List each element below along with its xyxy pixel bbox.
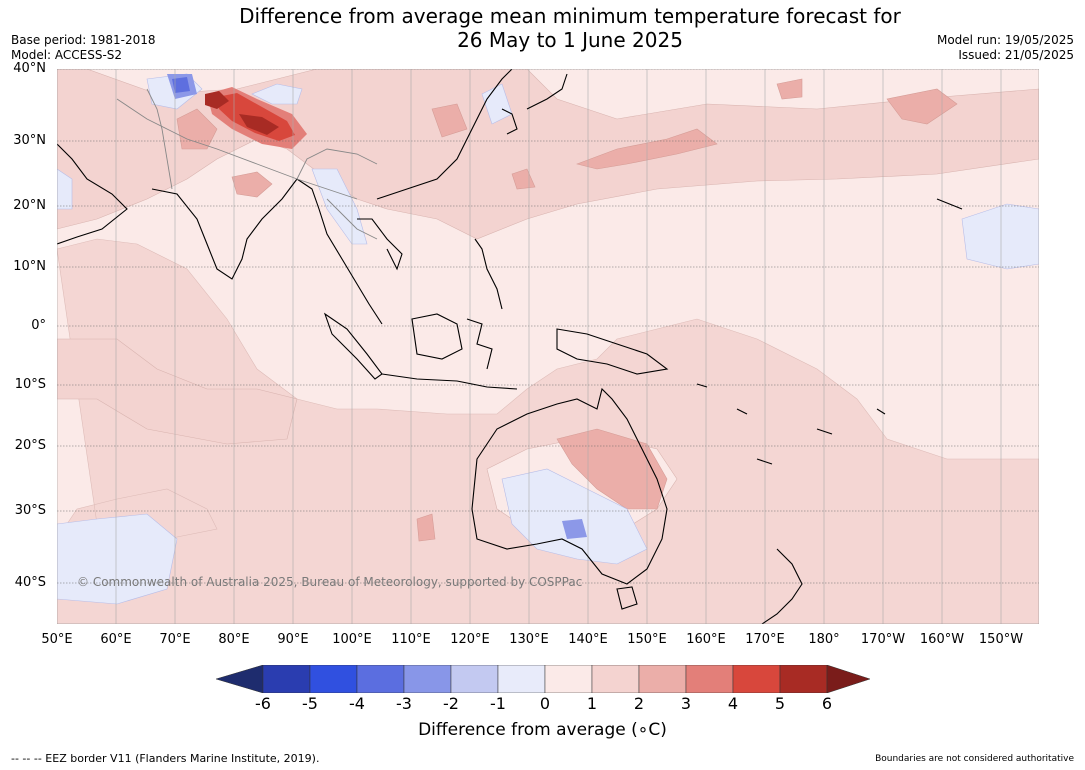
- title-line-2: 26 May to 1 June 2025: [457, 28, 683, 52]
- lon-label: 80°E: [218, 632, 250, 647]
- lat-label: 40°N: [13, 61, 46, 76]
- lon-label: 90°E: [277, 632, 309, 647]
- colorbar-tick: 4: [727, 694, 739, 713]
- eez-note: -- -- -- EEZ border V11 (Flanders Marine…: [11, 752, 320, 765]
- lon-label: 180°: [808, 632, 840, 647]
- lon-label: 60°E: [100, 632, 132, 647]
- map-title: Difference from average mean minimum tem…: [0, 4, 1085, 52]
- lon-label: 170°E: [745, 632, 785, 647]
- boundary-disclaimer: Boundaries are not considered authoritat…: [875, 754, 1074, 764]
- lat-label: 30°N: [13, 133, 46, 148]
- anomaly-neg-core: [172, 77, 190, 93]
- lon-label: 150°W: [978, 632, 1024, 647]
- lon-gridlines: [115, 69, 1002, 624]
- colorbar: [215, 664, 871, 694]
- colorbar-tick: 5: [774, 694, 786, 713]
- lon-label: 140°E: [568, 632, 608, 647]
- model-name: Model: ACCESS-S2: [11, 48, 123, 62]
- meta-left: Base period: 1981-2018 Model: ACCESS-S2: [11, 33, 156, 63]
- lat-label: 30°S: [14, 503, 46, 518]
- lat-label: 10°N: [13, 259, 46, 274]
- copyright-notice: © Commonwealth of Australia 2025, Bureau…: [77, 575, 583, 589]
- country-borders: [116, 88, 378, 240]
- lon-label: 120°E: [450, 632, 490, 647]
- lon-label: 70°E: [159, 632, 191, 647]
- colorbar-tick: 0: [539, 694, 551, 713]
- colorbar-tick: 1: [586, 694, 598, 713]
- lat-label: 10°S: [14, 377, 46, 392]
- lon-label: 50°E: [41, 632, 73, 647]
- colorbar-label: Difference from average (∘C): [418, 720, 667, 740]
- anomaly-map: [57, 69, 1039, 624]
- lon-label: 100°E: [332, 632, 372, 647]
- colorbar-tick: -2: [443, 694, 459, 713]
- anomaly-hotspot: [205, 87, 307, 149]
- colorbar-tick: -1: [490, 694, 506, 713]
- lon-label: 150°E: [627, 632, 667, 647]
- map-canvas: [57, 69, 1039, 624]
- lon-label: 130°E: [509, 632, 549, 647]
- colorbar-tick: -5: [302, 694, 318, 713]
- meta-right: Model run: 19/05/2025 Issued: 21/05/2025: [937, 33, 1074, 63]
- lat-label: 0°: [31, 318, 46, 333]
- colorbar-graphic: [215, 664, 871, 694]
- colorbar-tick: 2: [633, 694, 645, 713]
- base-period: Base period: 1981-2018: [11, 33, 156, 47]
- colorbar-tick: -3: [396, 694, 412, 713]
- model-run: Model run: 19/05/2025: [936, 33, 1074, 47]
- colorbar-tick: -4: [349, 694, 365, 713]
- lat-label: 20°N: [13, 198, 46, 213]
- lon-label: 170°W: [860, 632, 906, 647]
- colorbar-tick: 3: [680, 694, 692, 713]
- lon-label: 160°W: [919, 632, 965, 647]
- lon-label: 110°E: [391, 632, 431, 647]
- coastlines: [57, 69, 963, 624]
- lat-label: 20°S: [14, 438, 46, 453]
- colorbar-tick: 6: [821, 694, 833, 713]
- lon-label: 160°E: [686, 632, 726, 647]
- lat-label: 40°S: [14, 575, 46, 590]
- colorbar-tick: -6: [255, 694, 271, 713]
- title-line-1: Difference from average mean minimum tem…: [239, 4, 901, 28]
- issued-date: Issued: 21/05/2025: [958, 48, 1074, 62]
